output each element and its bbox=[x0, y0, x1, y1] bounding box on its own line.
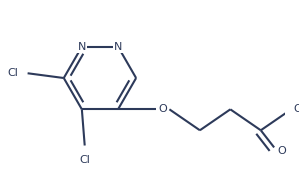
Text: Cl: Cl bbox=[7, 68, 18, 78]
Text: N: N bbox=[78, 42, 86, 52]
Text: O: O bbox=[277, 146, 286, 156]
Text: Cl: Cl bbox=[79, 155, 90, 165]
Text: O: O bbox=[158, 104, 167, 114]
Text: O: O bbox=[294, 104, 299, 114]
Text: N: N bbox=[114, 42, 122, 52]
